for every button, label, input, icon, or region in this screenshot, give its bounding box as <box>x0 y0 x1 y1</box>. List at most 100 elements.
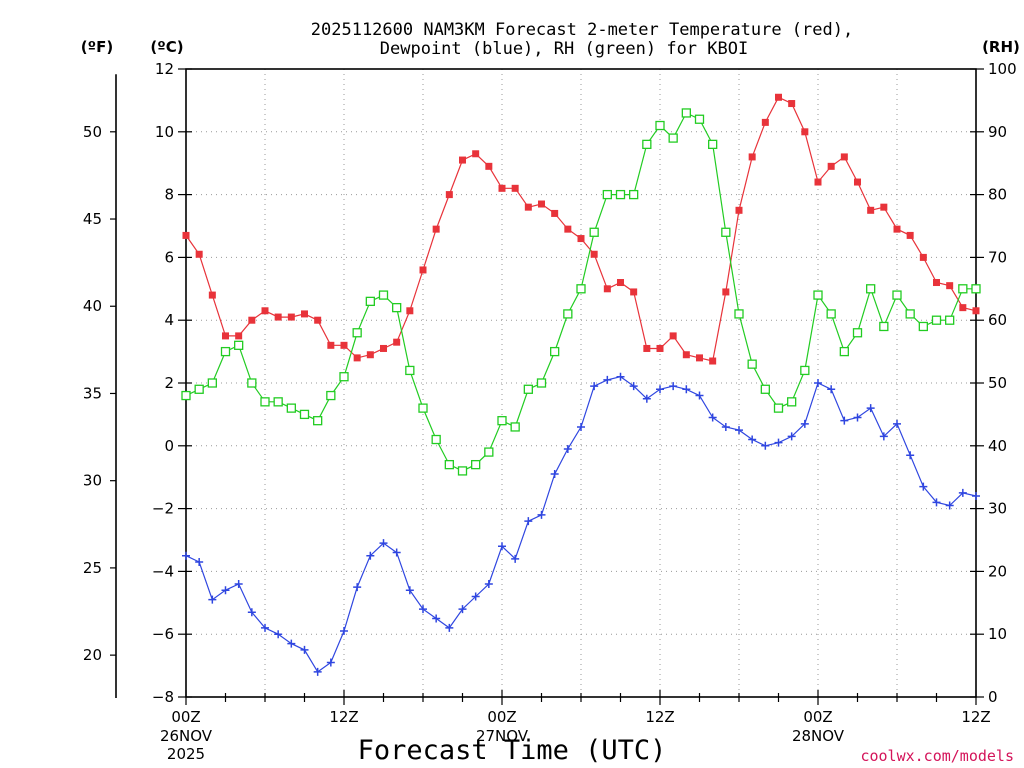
fahrenheit-tick-label: 35 <box>83 384 102 402</box>
dewpoint-point <box>629 382 638 391</box>
rh-point <box>602 189 612 200</box>
celsius-tick-label: 2 <box>164 374 174 392</box>
temperature-point <box>393 338 401 346</box>
temperature-point <box>893 225 901 233</box>
rh-unit-label: (RH) <box>982 38 1020 56</box>
dewpoint-point <box>405 586 414 595</box>
temperature-point <box>735 206 743 214</box>
temperature-point <box>682 351 690 359</box>
x-axis-label: Forecast Time (UTC) <box>358 735 667 766</box>
data-series <box>181 93 981 676</box>
temperature-point <box>603 285 611 293</box>
dewpoint-point <box>577 422 585 431</box>
rh-point <box>918 321 928 332</box>
rh-point <box>181 390 191 401</box>
rh-point <box>431 434 441 445</box>
temperature-point <box>590 250 598 258</box>
celsius-tick-label: −6 <box>152 625 174 643</box>
dewpoint-point <box>261 623 269 632</box>
dewpoint-point <box>524 517 533 526</box>
temperature-point <box>366 351 374 359</box>
temperature-point <box>761 118 769 126</box>
dewpoint-point <box>313 667 322 676</box>
rh-point <box>234 340 244 350</box>
dewpoint-point <box>445 623 454 632</box>
dewpoint-point <box>234 579 243 588</box>
dewpoint-point <box>735 426 743 435</box>
rh-point <box>721 227 731 237</box>
temperature-point <box>314 316 322 324</box>
dewpoint-point <box>972 492 980 501</box>
dewpoint-point <box>669 382 678 391</box>
temperature-point <box>696 354 703 362</box>
temperature-point <box>195 250 203 258</box>
dewpoint-point <box>761 441 770 450</box>
rh-point <box>352 328 362 338</box>
temperature-point <box>656 344 664 352</box>
fahrenheit-tick-label: 50 <box>83 123 102 141</box>
temperature-point <box>353 354 361 362</box>
dewpoint-point <box>814 379 822 387</box>
dewpoint-point <box>642 394 651 403</box>
temperature-point <box>867 206 875 214</box>
rh-point <box>760 384 770 394</box>
dewpoint-point <box>682 385 691 394</box>
temperature-point <box>327 341 335 349</box>
rh-tick-label: 70 <box>988 248 1007 266</box>
fahrenheit-tick-label: 45 <box>83 210 102 228</box>
dewpoint-point <box>484 579 493 588</box>
rh-point <box>194 384 204 394</box>
temperature-point <box>933 279 940 287</box>
temperature-point <box>380 344 387 352</box>
dewpoint-point <box>379 539 388 548</box>
rh-point <box>839 346 849 357</box>
temperature-point <box>827 162 835 170</box>
temperature-point <box>419 266 427 274</box>
temperature-point <box>577 235 585 243</box>
dewpoint-point <box>300 645 309 654</box>
rh-point <box>207 378 217 388</box>
time-tick-date: 27NOV <box>476 727 529 745</box>
dewpoint-point <box>958 488 967 497</box>
rh-point <box>247 378 257 388</box>
rh-point <box>971 284 981 294</box>
rh-point <box>629 189 639 200</box>
rh-tick-label: 60 <box>988 311 1007 329</box>
dewpoint-point <box>326 658 335 667</box>
celsius-axis-ticks: 12 10 8 6 4 2 0 −2 −4 −6 −8 <box>152 60 192 706</box>
rh-point <box>365 296 375 307</box>
rh-point <box>879 321 889 332</box>
fahrenheit-tick-label: 20 <box>83 646 102 664</box>
rh-point <box>642 139 652 150</box>
fahrenheit-tick-label: 30 <box>83 472 102 490</box>
dewpoint-point <box>498 542 506 551</box>
temperature-point <box>564 225 572 233</box>
rh-tick-label: 30 <box>988 500 1007 518</box>
rh-point <box>536 378 547 388</box>
temperature-point <box>722 288 730 296</box>
temperature-point <box>748 153 756 161</box>
temperature-point <box>274 313 282 321</box>
temperature-point <box>406 307 414 315</box>
rh-point <box>418 403 428 413</box>
rh-point <box>866 284 876 294</box>
temperature-point <box>775 93 782 101</box>
fahrenheit-tick-label: 25 <box>83 559 102 577</box>
rh-tick-label: 100 <box>988 60 1017 78</box>
rh-tick-label: 90 <box>988 123 1007 141</box>
rh-point <box>392 302 402 313</box>
rh-point <box>326 390 336 401</box>
rh-tick-label: 50 <box>988 374 1007 392</box>
temperature-point <box>801 128 809 136</box>
time-tick-label: 12Z <box>329 708 358 726</box>
dewpoint-point <box>616 372 625 381</box>
rh-tick-label: 80 <box>988 186 1007 204</box>
rh-point <box>378 290 389 300</box>
temperature-point <box>630 288 638 296</box>
time-tick-date: 28NOV <box>792 727 845 745</box>
temperature-point <box>840 153 848 161</box>
rh-point <box>747 359 757 369</box>
rh-point <box>457 466 468 476</box>
series-2-meter-temperature <box>182 93 980 365</box>
